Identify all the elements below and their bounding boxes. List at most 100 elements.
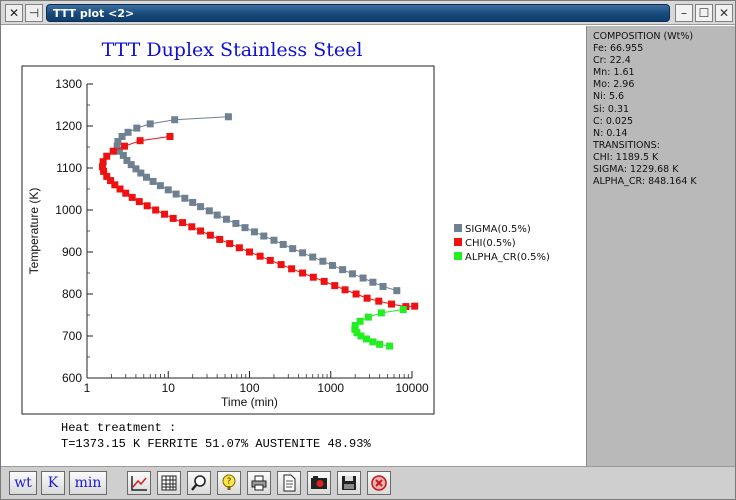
info-line: TRANSITIONS: (593, 139, 660, 151)
data-point (270, 236, 278, 244)
y-tick-label: 600 (62, 371, 82, 385)
y-tick-label: 800 (62, 287, 82, 301)
document-button[interactable] (277, 471, 301, 495)
data-point (377, 309, 385, 317)
data-point (132, 165, 140, 173)
data-point (124, 128, 132, 136)
data-point (113, 142, 121, 150)
data-point (111, 181, 119, 189)
data-point (197, 227, 205, 235)
data-point (362, 335, 370, 343)
data-point (288, 265, 296, 273)
stop-button[interactable] (367, 471, 391, 495)
data-point (98, 163, 106, 171)
minutes-label: min (74, 475, 102, 491)
info-line: N: 0.14 (593, 127, 628, 139)
close-window-icon[interactable]: ✕ (715, 4, 733, 22)
data-point (411, 302, 419, 310)
series-line-0 (116, 116, 397, 292)
title-strip[interactable]: TTT plot <2> (46, 4, 670, 22)
data-point (127, 161, 135, 169)
data-point (103, 152, 111, 160)
data-point (99, 158, 107, 166)
x-axis-label: Time (min) (221, 395, 278, 409)
data-point (399, 306, 407, 314)
help-icon: ? (222, 474, 236, 490)
legend-label: ALPHA_CR(0.5%) (465, 252, 550, 263)
print-button[interactable] (247, 471, 271, 495)
data-point (348, 270, 356, 278)
data-point (226, 240, 234, 248)
kelvin-label: K (47, 475, 59, 491)
y-tick-label: 1200 (55, 119, 82, 133)
save-icon (342, 476, 356, 490)
info-line: ALPHA_CR: 848.164 K (593, 176, 697, 188)
data-point (363, 294, 371, 302)
zoom-button[interactable] (187, 471, 211, 495)
data-point (375, 297, 383, 305)
data-point (136, 137, 144, 145)
data-point (341, 286, 349, 294)
x-tick-label: 10 (162, 381, 176, 395)
legend-label: CHI(0.5%) (465, 238, 516, 249)
maximize-icon[interactable]: ☐ (695, 4, 713, 22)
plot-button[interactable] (127, 471, 151, 495)
data-point (118, 133, 126, 140)
data-point (299, 249, 307, 257)
data-point (179, 219, 187, 227)
data-point (260, 232, 268, 240)
info-line: Si: 0.31 (593, 103, 630, 115)
data-point (266, 256, 274, 264)
data-point (331, 282, 339, 290)
help-button[interactable]: ? (217, 471, 241, 495)
data-point (103, 172, 111, 180)
kelvin-button[interactable]: K (41, 471, 65, 495)
camera-button[interactable] (307, 471, 331, 495)
data-point (369, 338, 377, 346)
data-point (241, 224, 249, 232)
print-icon (251, 475, 267, 491)
data-point (393, 287, 401, 295)
wt-button[interactable]: wt (9, 471, 37, 495)
table-button[interactable] (157, 471, 181, 495)
info-line: Ni: 5.6 (593, 91, 625, 103)
data-point (119, 151, 127, 159)
data-point (235, 244, 243, 252)
close-icon[interactable]: ✕ (5, 4, 23, 22)
y-tick-label: 1000 (55, 203, 82, 217)
minutes-button[interactable]: min (69, 471, 107, 495)
data-point (386, 342, 394, 350)
ttt-chart: 1 10 100 1000 10000 600 700 800 900 1000 1100 1200 1… (21, 65, 550, 415)
data-point (388, 300, 396, 308)
data-point (169, 214, 177, 222)
pin-icon[interactable]: ⊣ (25, 4, 43, 22)
save-button[interactable] (337, 471, 361, 495)
svg-text:?: ? (227, 477, 232, 487)
document-icon (283, 474, 296, 492)
window-title: TTT plot <2> (53, 7, 135, 20)
heat-treatment-title: Heat treatment : (61, 421, 177, 435)
info-line: Fe: 66.955 (593, 43, 644, 55)
data-point (351, 322, 359, 329)
data-point (116, 185, 124, 193)
data-point (222, 215, 230, 223)
table-icon (161, 475, 177, 491)
info-line: SIGMA: 1229.68 K (593, 164, 679, 176)
data-point (156, 182, 164, 190)
data-point (299, 269, 307, 277)
data-point (216, 235, 224, 243)
data-point (277, 261, 285, 269)
info-line: CHI: 1189.5 K (593, 151, 659, 163)
zoom-icon (191, 475, 206, 491)
data-point (122, 189, 130, 197)
data-point (166, 133, 174, 140)
data-point (206, 231, 214, 239)
minimize-icon[interactable]: – (675, 4, 693, 22)
data-point (188, 223, 196, 231)
data-point (250, 228, 258, 236)
plot-icon (131, 476, 147, 491)
data-point (107, 177, 115, 185)
data-point (256, 252, 264, 260)
legend-swatch (454, 238, 462, 246)
